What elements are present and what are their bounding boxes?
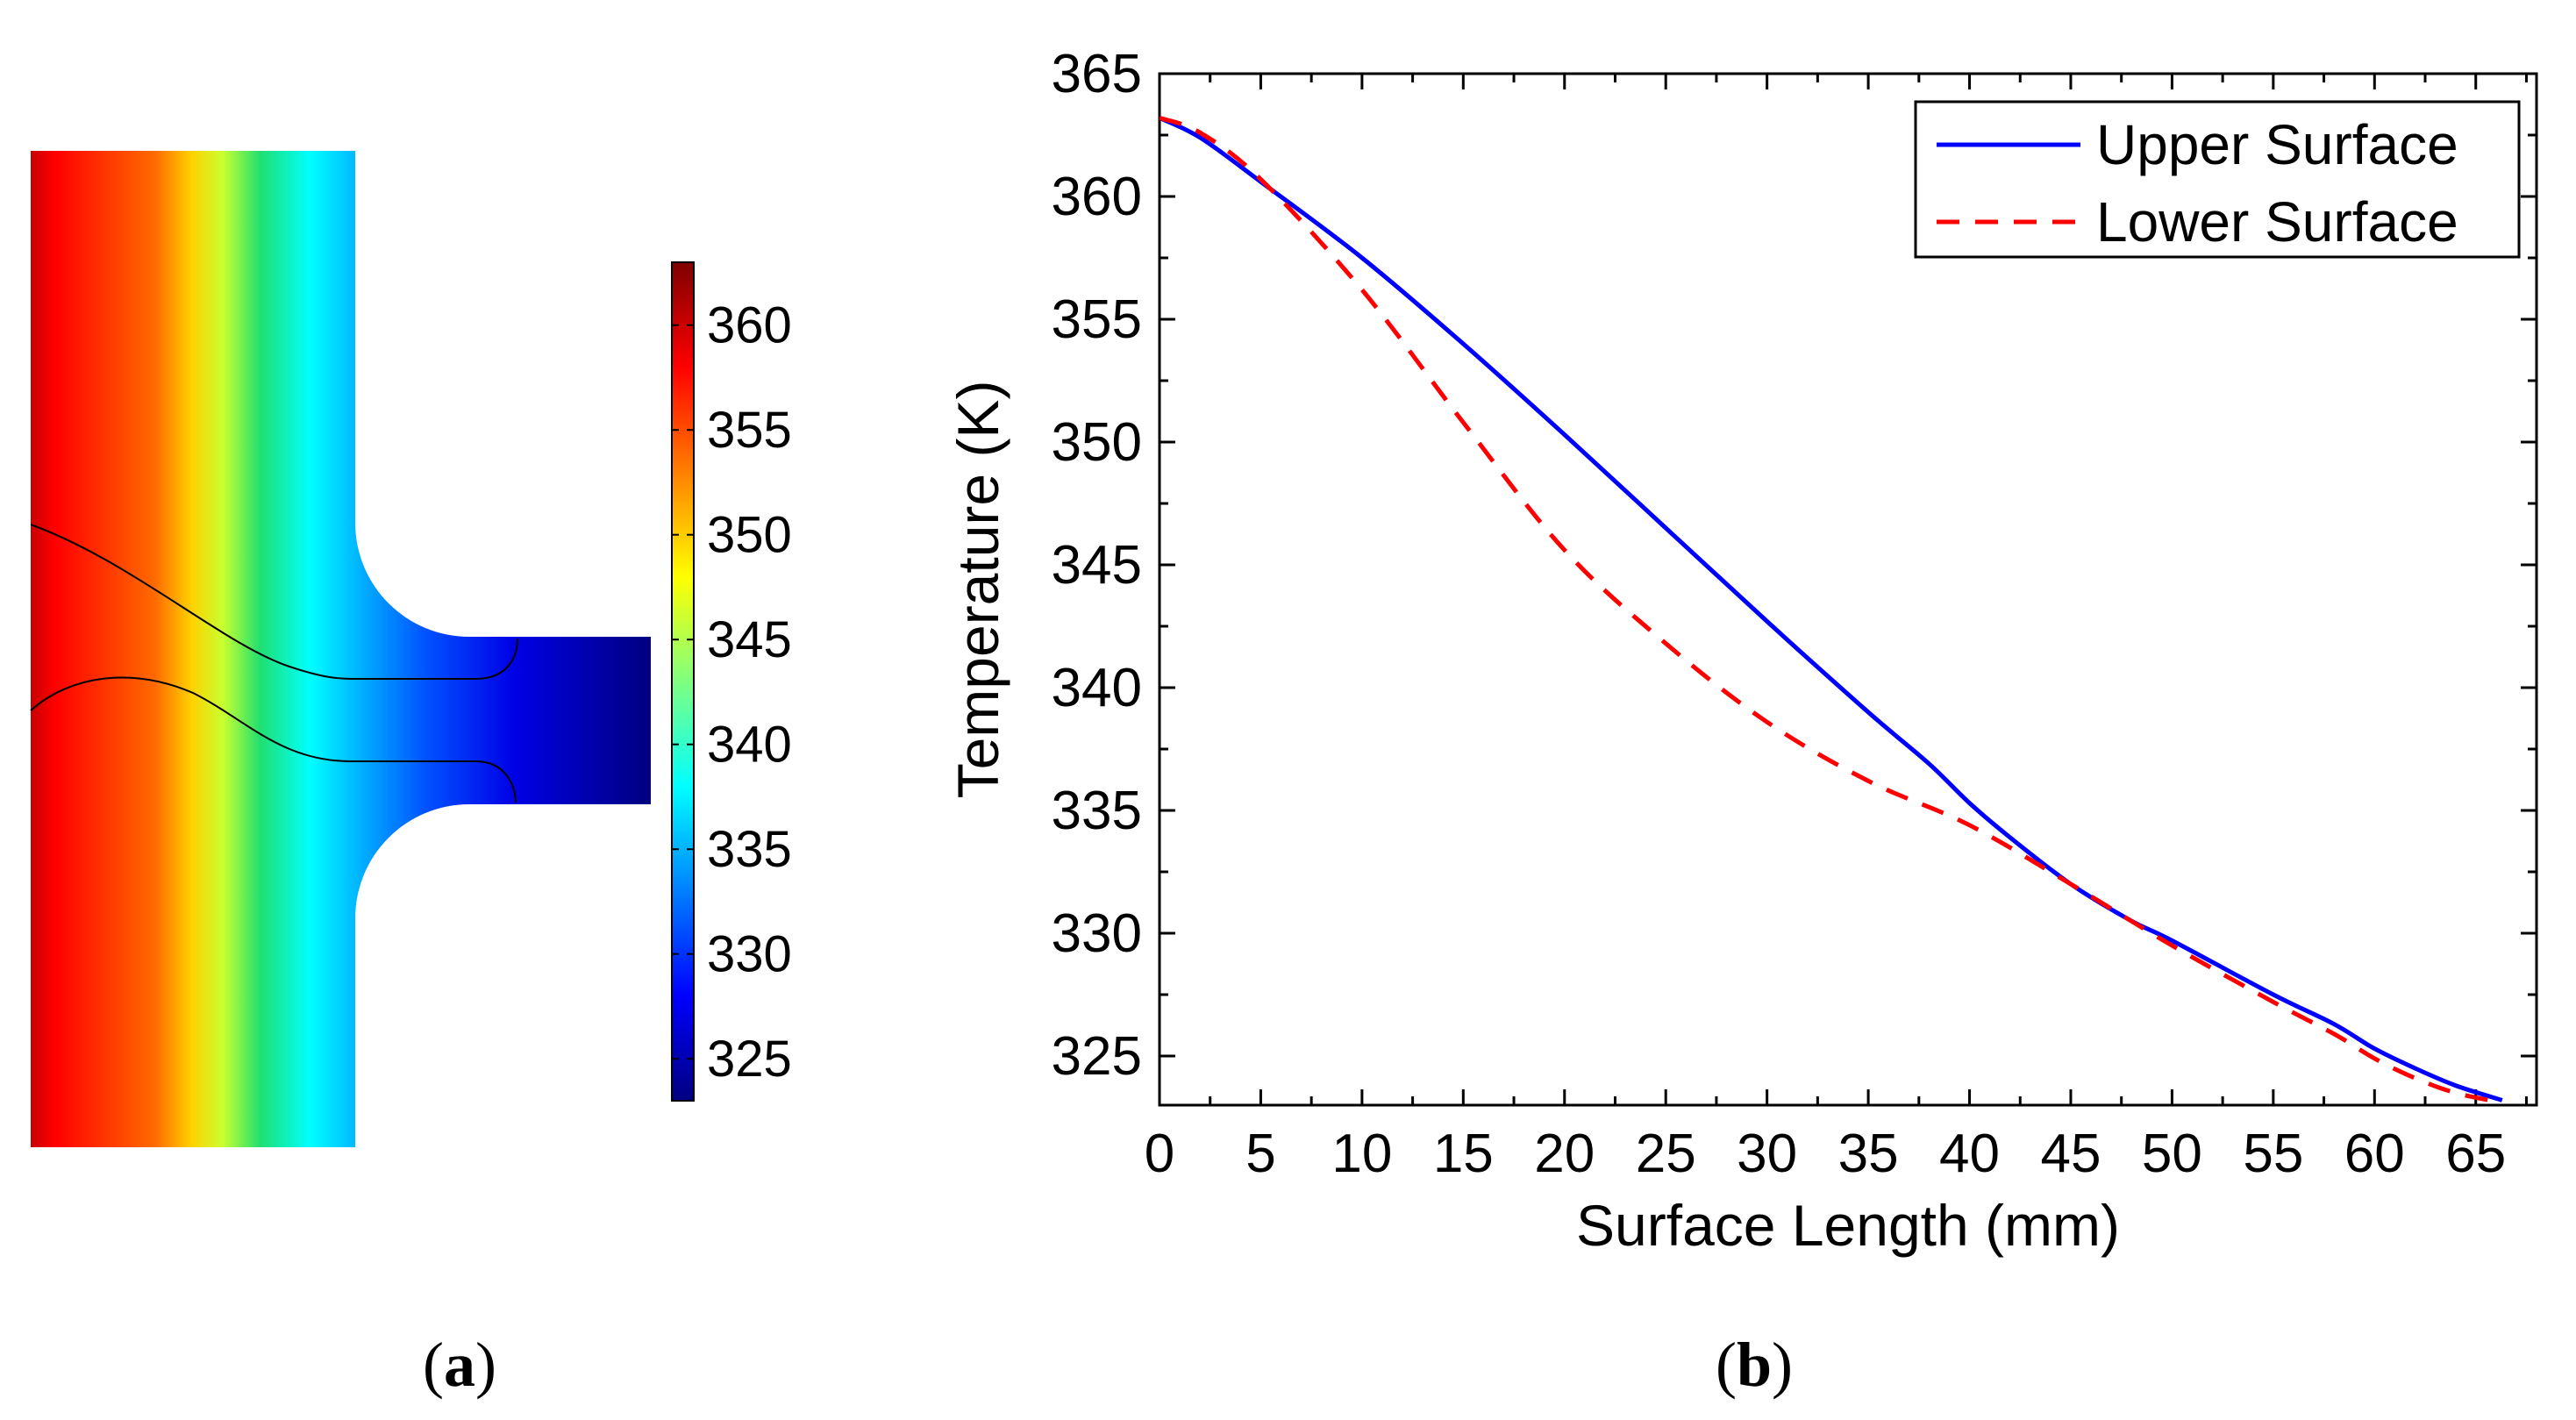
colorbar-tick-label: 325 [707,1031,792,1088]
panel-b: 0 5 10 15 20 25 30 35 40 45 50 55 60 65 3653603553503… [945,44,2538,1400]
colorbar-tick-label: 360 [707,297,792,354]
colorbar-ticks: 360 355 350 345 340 335 330 325 [672,297,792,1088]
x-tick-label: 60 [2344,1124,2405,1184]
legend-box [1914,100,2521,259]
x-tick-label: 10 [1331,1124,1392,1184]
plot-frame [1158,72,2538,1107]
temperature-field [31,151,651,1147]
colorbar-tick-label: 355 [707,402,792,459]
legend: Upper Surface Lower Surface [1914,100,2521,259]
legend-label-lower: Lower Surface [2096,190,2458,253]
x-tick-label: 30 [1737,1124,1797,1184]
series-upper-surface-line [1160,116,2503,1102]
colorbar-tick-label: 345 [707,611,792,668]
y-tick-label: 365 [1052,44,1142,104]
colorbar-tick-label: 335 [707,821,792,878]
y-tick-label: 340 [1052,658,1142,718]
panel-b-label: (b) [1716,1330,1793,1400]
x-tick-label: 20 [1534,1124,1595,1184]
y-tick-label: 330 [1052,903,1142,964]
boundary-line-lower [30,676,517,803]
x-tick-label: 40 [1939,1124,2000,1184]
x-tick-label: 5 [1245,1124,1275,1184]
y-tick-label: 355 [1052,289,1142,350]
y-tick-label: 350 [1052,412,1142,473]
colorbar-tick-label: 330 [707,926,792,983]
x-tick-label: 55 [2243,1124,2303,1184]
boundary-line-upper [30,524,518,680]
panel-a-label: (a) [423,1330,496,1400]
y-tick-label: 335 [1052,781,1142,841]
x-tick-label: 50 [2142,1124,2202,1184]
y-tick-label: 360 [1052,167,1142,227]
colorbar-tick-label: 350 [707,507,792,564]
x-tick-label: 65 [2445,1124,2506,1184]
colorbar [671,261,695,1102]
y-tick-label: 325 [1052,1026,1142,1087]
series-lower-surface-line [1160,116,2503,1105]
y-axis-ticks: 365 360 355 350 345 340 335 330 325 [1052,44,2537,1087]
x-tick-label: 35 [1838,1124,1899,1184]
x-tick-label: 0 [1145,1124,1174,1184]
panel-a: 360 355 350 345 340 335 330 325 (a) [30,151,792,1400]
y-axis-title: Temperature (K) [945,381,1010,799]
x-tick-label: 25 [1636,1124,1696,1184]
colorbar-tick-label: 340 [707,717,792,774]
x-tick-label: 15 [1433,1124,1494,1184]
y-tick-label: 345 [1052,535,1142,596]
x-axis-title: Surface Length (mm) [1576,1193,2120,1258]
x-axis-ticks: 0 5 10 15 20 25 30 35 40 45 50 55 60 65 [1145,74,2528,1184]
x-tick-label: 45 [2040,1124,2101,1184]
legend-label-upper: Upper Surface [2096,113,2458,176]
